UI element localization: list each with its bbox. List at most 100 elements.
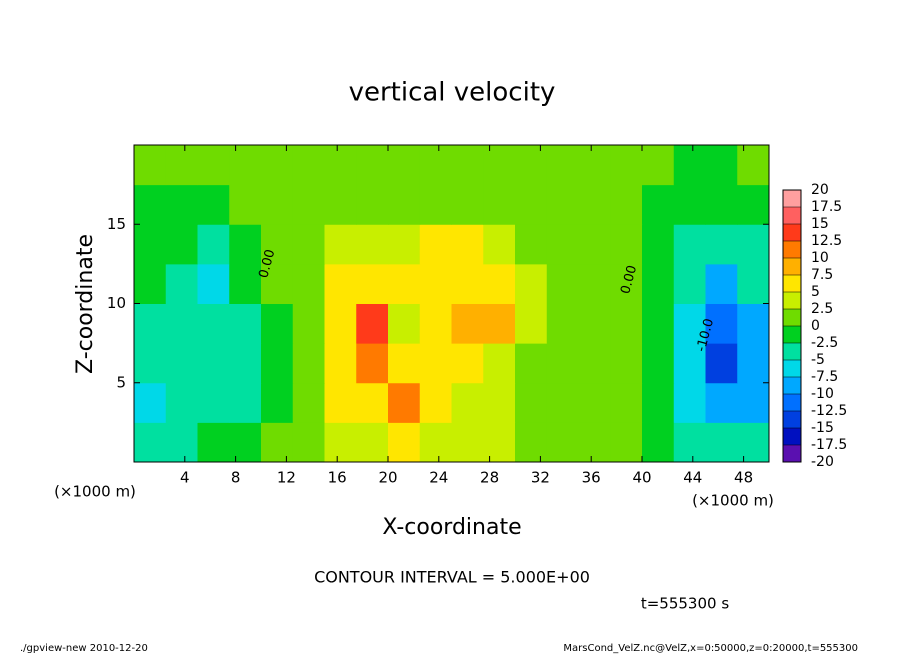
field-cell xyxy=(483,224,516,265)
field-cell xyxy=(388,303,421,344)
field-cell xyxy=(134,422,167,463)
field-cell xyxy=(673,343,706,384)
field-cell xyxy=(356,343,389,384)
field-cell xyxy=(229,422,262,463)
field-cell xyxy=(134,184,167,225)
field-cell xyxy=(546,184,579,225)
field-cell xyxy=(165,263,198,304)
field-cell xyxy=(546,263,579,304)
field-cell xyxy=(515,303,548,344)
field-cell xyxy=(515,263,548,304)
colorbar-label: -5 xyxy=(811,352,825,368)
x-unit: (×1000 m) xyxy=(54,483,136,501)
field-cell xyxy=(324,224,357,265)
field-cell xyxy=(483,303,516,344)
field-cell xyxy=(610,263,643,304)
field-cell xyxy=(324,343,357,384)
field-cell xyxy=(324,263,357,304)
contour-interval: CONTOUR INTERVAL = 5.000E+00 xyxy=(314,568,590,587)
field-cell xyxy=(261,422,294,463)
colorbar-bin xyxy=(783,411,801,428)
field-cell xyxy=(197,422,230,463)
field-cell xyxy=(292,224,325,265)
field-cell xyxy=(610,145,643,186)
field-cell xyxy=(134,382,167,423)
field-cell xyxy=(292,343,325,384)
field-cell xyxy=(451,382,484,423)
field-cell xyxy=(673,422,706,463)
field-cell xyxy=(673,184,706,225)
field-cell xyxy=(673,303,706,344)
field-cell xyxy=(229,382,262,423)
field-cell xyxy=(324,184,357,225)
colorbar-label: 5 xyxy=(811,284,820,300)
field-cell xyxy=(419,343,452,384)
time-label: t=555300 s xyxy=(641,595,729,613)
y-tick-label: 15 xyxy=(107,215,126,233)
x-tick-label: 44 xyxy=(683,469,702,487)
field-cell xyxy=(229,263,262,304)
field-cell xyxy=(419,263,452,304)
x-tick-label: 48 xyxy=(734,469,753,487)
colorbar-bin xyxy=(783,428,801,445)
field-cell xyxy=(261,343,294,384)
field-cell xyxy=(737,184,770,225)
field-cell xyxy=(705,422,738,463)
field-cell xyxy=(229,184,262,225)
field-cell xyxy=(642,224,675,265)
colorbar-bin xyxy=(783,394,801,411)
field-cell xyxy=(610,382,643,423)
field-cell xyxy=(324,145,357,186)
colorbar-bin xyxy=(783,190,801,207)
field-cell xyxy=(578,343,611,384)
field-cell xyxy=(388,224,421,265)
field-cell xyxy=(356,422,389,463)
field-cell xyxy=(165,422,198,463)
colorbar-label: -7.5 xyxy=(811,369,838,385)
field-cell xyxy=(705,224,738,265)
field-cell xyxy=(578,263,611,304)
field-cell xyxy=(705,145,738,186)
x-tick-label: 16 xyxy=(328,469,347,487)
field-cell xyxy=(515,382,548,423)
field-cell xyxy=(578,303,611,344)
field-cell xyxy=(165,184,198,225)
field-cell xyxy=(292,303,325,344)
field-cell xyxy=(451,263,484,304)
y-tick-label: 10 xyxy=(107,294,126,312)
field-cell xyxy=(388,422,421,463)
field-cell xyxy=(515,422,548,463)
colorbar-label: 2.5 xyxy=(811,301,833,317)
colorbar-bin xyxy=(783,360,801,377)
field-cell xyxy=(419,422,452,463)
field-cell xyxy=(673,263,706,304)
field-cell xyxy=(515,145,548,186)
colorbar-bin xyxy=(783,377,801,394)
field-cell xyxy=(673,145,706,186)
field-cell xyxy=(705,382,738,423)
field-cell xyxy=(356,263,389,304)
field-cell xyxy=(483,263,516,304)
x-tick-label: 28 xyxy=(480,469,499,487)
field-cell xyxy=(197,184,230,225)
x-tick-label: 40 xyxy=(632,469,651,487)
field-cell xyxy=(705,184,738,225)
colorbar-bin xyxy=(783,326,801,343)
x-unit: (×1000 m) xyxy=(692,492,774,510)
field-cell xyxy=(515,184,548,225)
field-cell xyxy=(197,263,230,304)
colorbar-label: -15 xyxy=(811,420,834,436)
field-cell xyxy=(610,422,643,463)
x-axis-label: X-coordinate xyxy=(382,515,521,540)
field-cell xyxy=(134,263,167,304)
field-cell xyxy=(388,343,421,384)
field-cell xyxy=(324,382,357,423)
field-cell xyxy=(546,422,579,463)
field-cell xyxy=(483,343,516,384)
field-cell xyxy=(737,422,770,463)
field-cell xyxy=(197,382,230,423)
field-cell xyxy=(737,145,770,186)
field-cell xyxy=(578,382,611,423)
field-cell xyxy=(388,263,421,304)
field-cell xyxy=(419,145,452,186)
